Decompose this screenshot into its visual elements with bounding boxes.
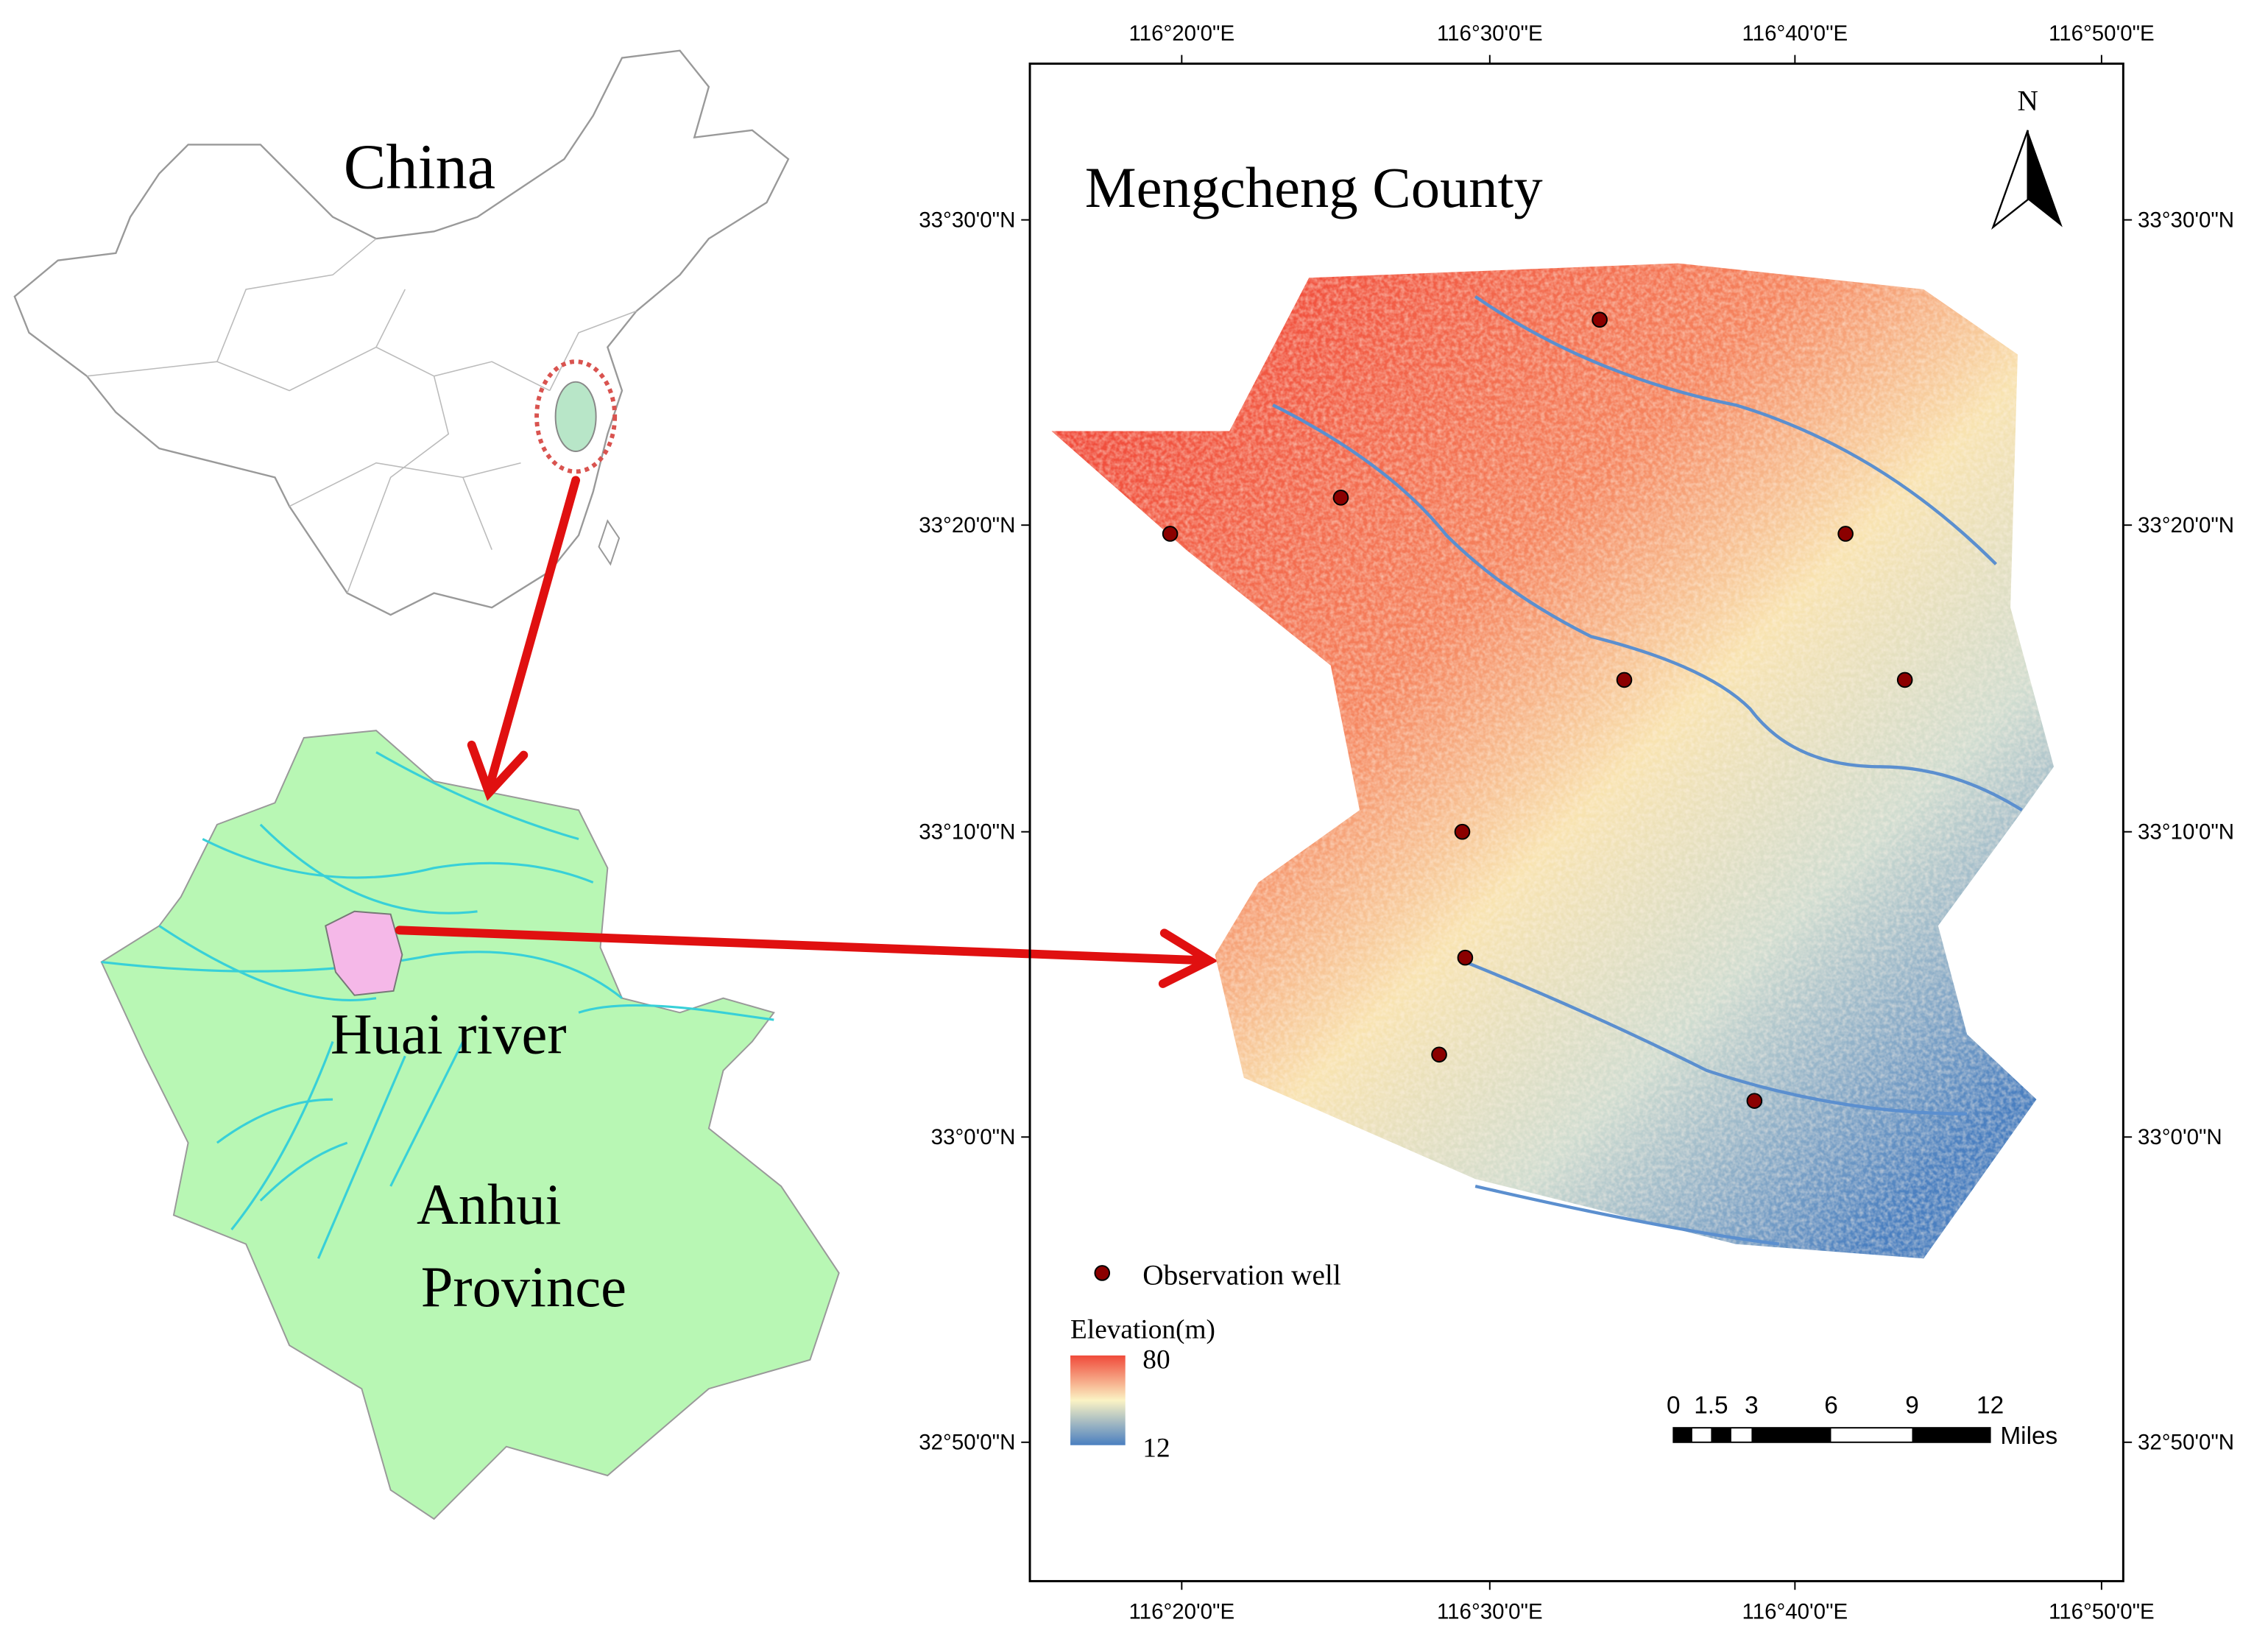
scale-bar: 0 1.5 3 6 9 12 [1667,1392,2004,1443]
scale-bar-segment [1673,1428,1692,1442]
x-tick-label: 116°40'0"E [1742,21,1848,46]
legend-min: 12 [1142,1433,1170,1463]
x-tick-label: 116°30'0"E [1437,1599,1543,1624]
x-tick-label: 116°20'0"E [1128,1599,1234,1624]
north-arrow [2027,130,2063,228]
arrows [395,476,1218,988]
observation-well [1431,1046,1447,1063]
x-tick-label: 116°50'0"E [2049,1599,2155,1624]
y-tick-label: 32°50'0"N [2138,1431,2234,1455]
x-tick-label: 116°20'0"E [1128,21,1234,46]
scale-unit: Miles [2000,1423,2057,1450]
observation-well [1332,490,1349,506]
county-rivers [1272,295,2023,1246]
x-tick-label: 116°40'0"E [1742,1599,1848,1624]
rivers [101,751,774,1259]
legend-well-label: Observation well [1142,1260,1341,1291]
scale-label: 12 [1976,1392,2004,1420]
legend-max: 80 [1142,1345,1170,1375]
north-label: N [2017,85,2038,116]
y-tick-label: 33°20'0"N [919,513,1015,537]
observation-well [1837,526,1854,542]
elevation-texture [1051,263,2055,1259]
china-outline [13,49,790,616]
anhui-highlight [554,381,597,452]
map-frame [1028,62,2124,1582]
highlight-ring [534,359,618,474]
y-tick-label: 33°10'0"N [919,820,1015,845]
map-title: Mengcheng County [1085,155,1543,219]
province-label: Anhui [417,1172,561,1236]
china-provinces [86,238,637,593]
legend-well-symbol [1094,1265,1111,1281]
observation-well [1896,672,1913,688]
scale-label: 6 [1824,1392,1838,1420]
taiwan [598,519,621,566]
north-arrow [1991,130,2029,230]
observation-well [1592,311,1608,328]
observation-well [1746,1093,1763,1109]
scale-label: 1.5 [1694,1392,1728,1420]
scale-label: 9 [1905,1392,1919,1420]
x-tick-label: 116°50'0"E [2049,21,2155,46]
scale-bar-segment [1912,1428,1990,1442]
legend-elevation-title: Elevation(m) [1070,1314,1215,1344]
legend-color-bar [1070,1355,1126,1445]
x-tick-label: 116°30'0"E [1437,21,1543,46]
observation-well [1616,672,1633,688]
river-label: Huai river [331,1001,567,1065]
observation-well [1162,526,1179,542]
y-tick-label: 33°20'0"N [2138,513,2234,537]
scale-bar-segment [1711,1428,1731,1442]
y-tick-label: 33°0'0"N [931,1125,1016,1149]
wells [1162,311,1913,1109]
observation-well [1454,823,1471,840]
y-tick-label: 33°0'0"N [2138,1125,2222,1149]
scale-bar-segment [1751,1428,1831,1442]
observation-well [1457,949,1474,966]
graticule-ticks: 116°20'0"E 116°20'0"E 116°30'0"E 116°30'0"E… [919,21,2234,1624]
scale-label: 0 [1667,1392,1681,1420]
y-tick-label: 33°30'0"N [2138,208,2234,232]
province-label: Province [421,1255,626,1319]
anhui-outline [100,730,840,1520]
mengcheng-region [325,910,403,996]
y-tick-label: 33°30'0"N [919,208,1015,232]
y-tick-label: 33°10'0"N [2138,820,2234,845]
china-label: China [344,131,495,202]
scale-label: 3 [1745,1392,1759,1420]
y-tick-label: 32°50'0"N [919,1431,1015,1455]
